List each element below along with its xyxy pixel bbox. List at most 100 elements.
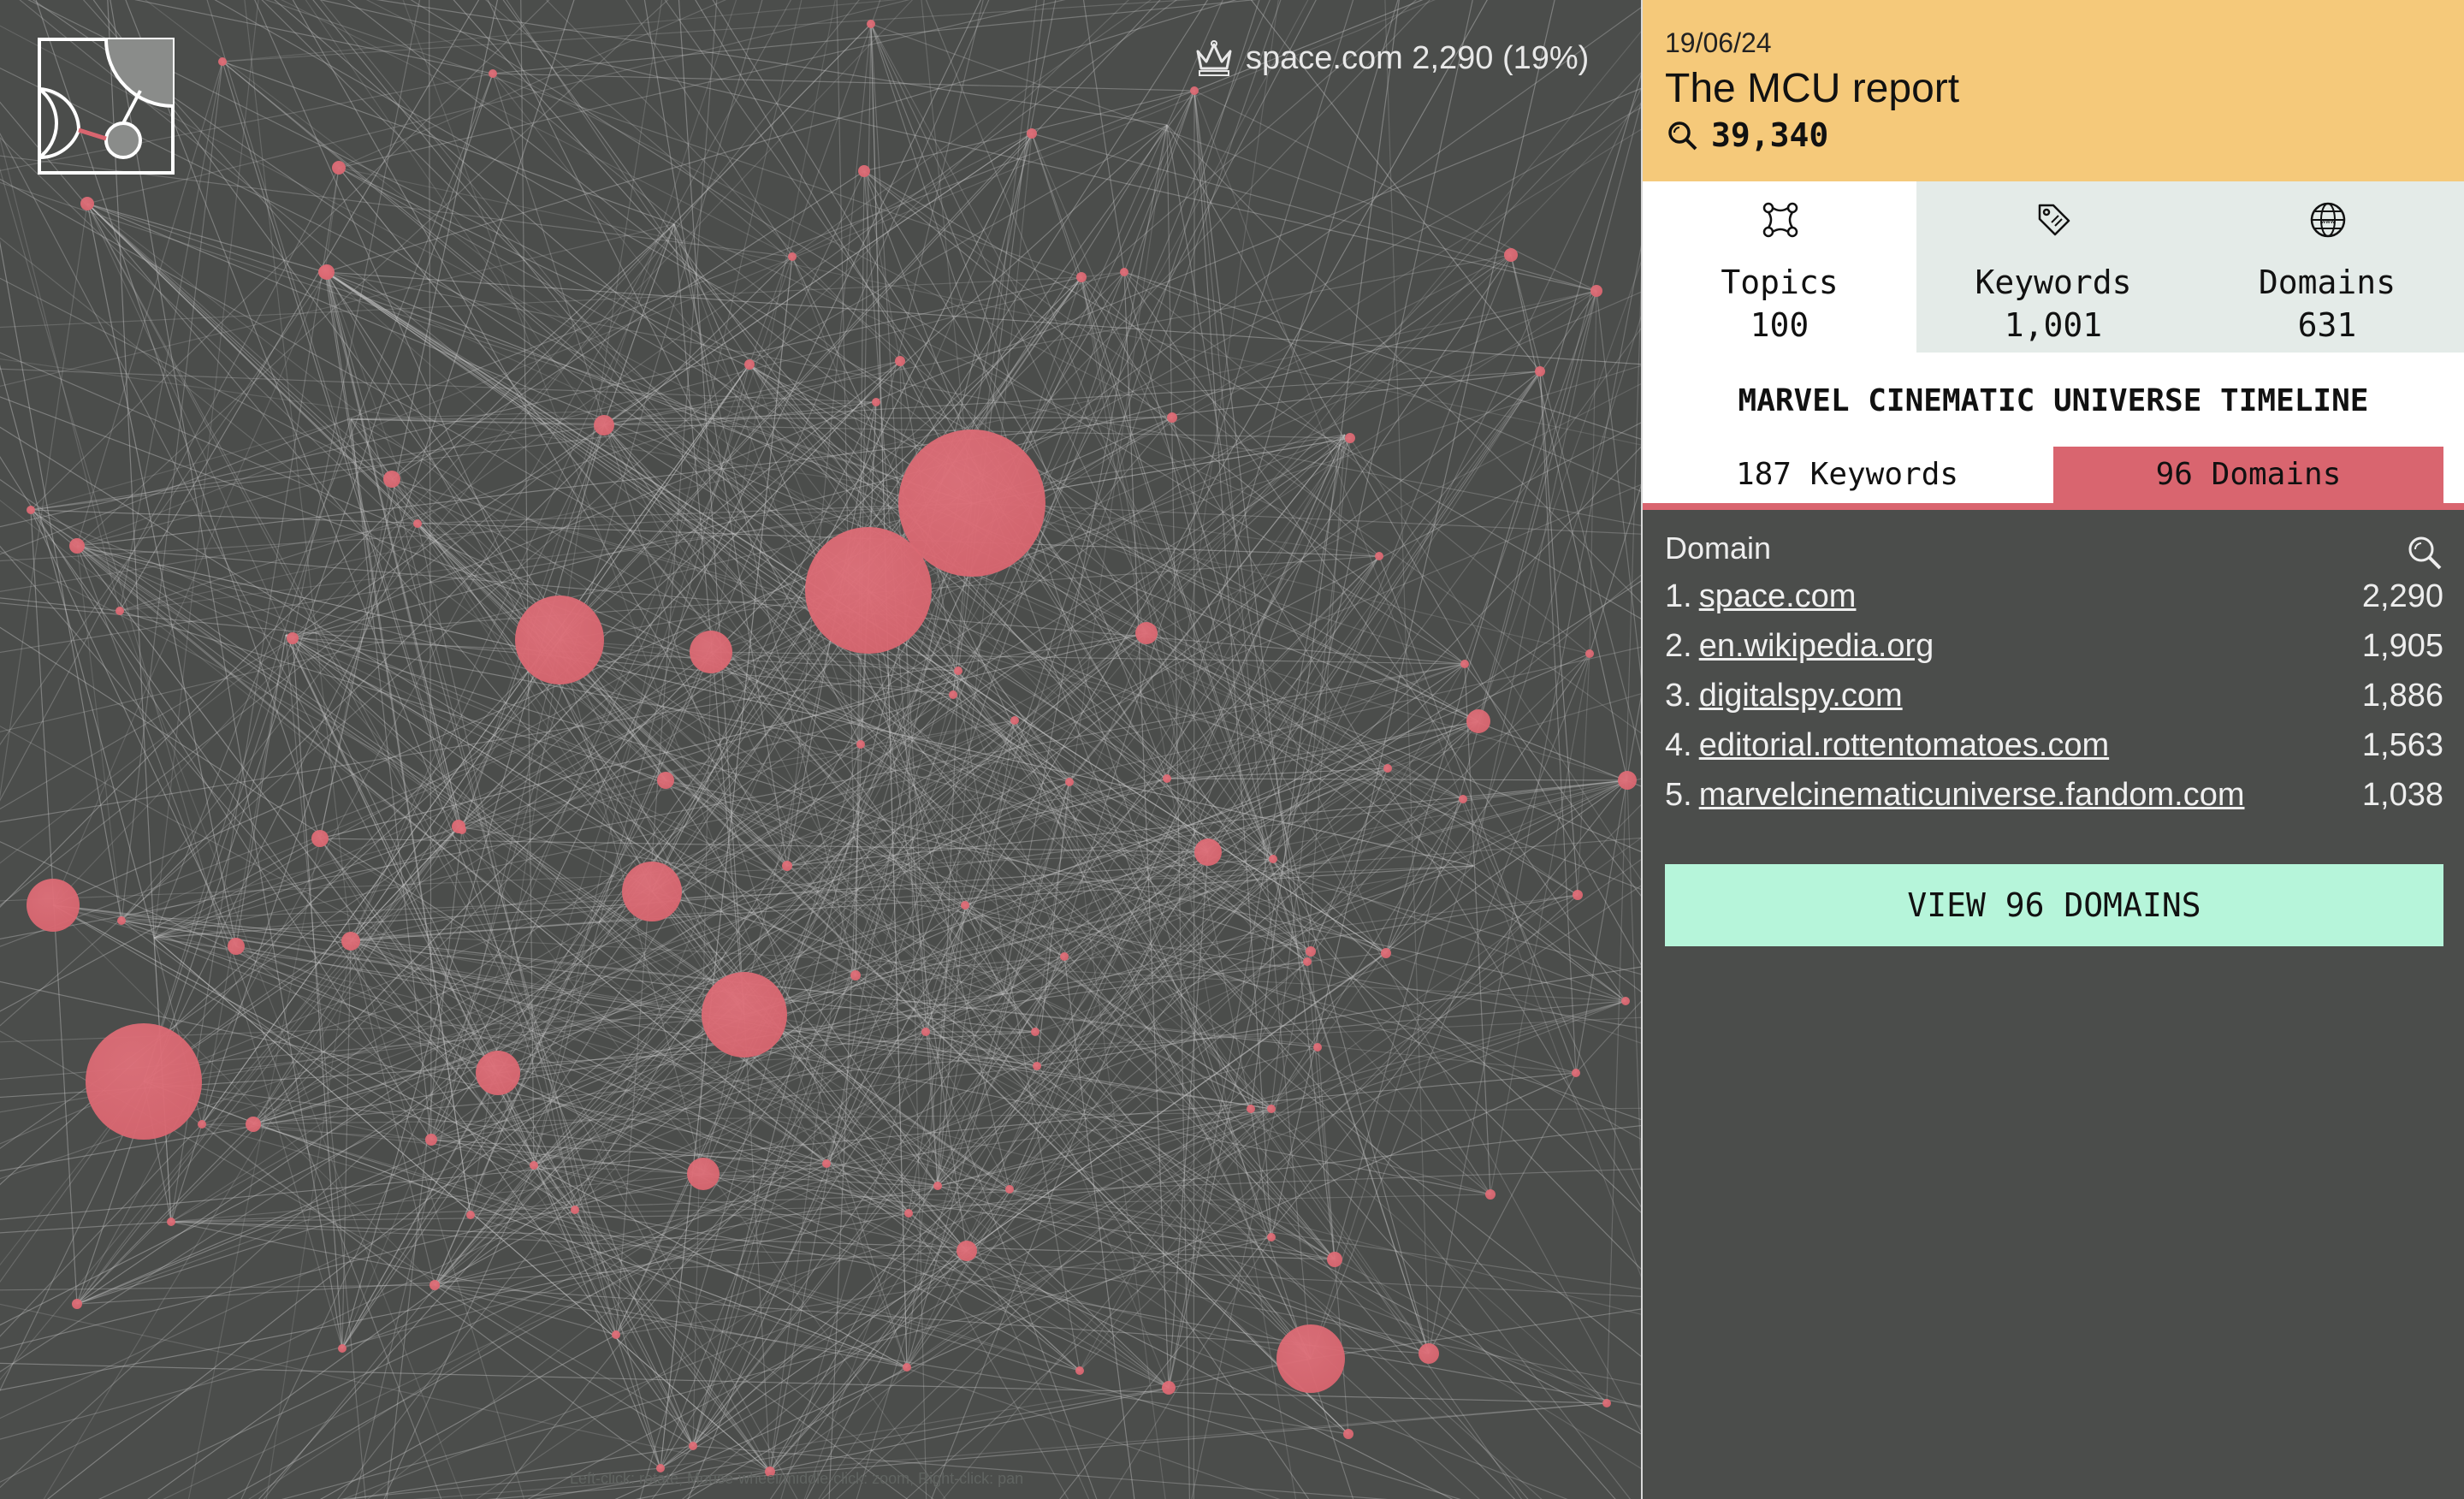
graph-node[interactable] xyxy=(425,1134,437,1146)
graph-node[interactable] xyxy=(594,415,614,435)
graph-node[interactable] xyxy=(1247,1105,1255,1113)
graph-node[interactable] xyxy=(921,1028,930,1036)
graph-node[interactable] xyxy=(1383,764,1392,773)
graph-canvas[interactable] xyxy=(0,0,1641,1499)
graph-node[interactable] xyxy=(1375,552,1383,560)
graph-node[interactable] xyxy=(466,1211,475,1219)
graph-node[interactable] xyxy=(1303,957,1312,966)
tab-keywords[interactable]: Keywords 1,001 xyxy=(1916,181,2190,353)
graph-node[interactable] xyxy=(1572,1069,1580,1077)
graph-node[interactable] xyxy=(622,862,682,921)
graph-node[interactable] xyxy=(702,972,787,1058)
graph-node[interactable] xyxy=(1618,771,1637,790)
graph-node[interactable] xyxy=(1269,855,1277,863)
graph-node[interactable] xyxy=(338,1344,346,1353)
graph-node[interactable] xyxy=(687,1158,720,1190)
graph-node[interactable] xyxy=(1031,1028,1040,1036)
graph-node[interactable] xyxy=(1459,795,1467,803)
graph-node[interactable] xyxy=(319,264,335,280)
graph-node[interactable] xyxy=(1190,86,1199,95)
graph-node[interactable] xyxy=(489,69,497,78)
domain-link[interactable]: en.wikipedia.org xyxy=(1698,628,1934,664)
graph-node[interactable] xyxy=(1276,1324,1345,1393)
graph-node[interactable] xyxy=(856,740,865,749)
graph-node[interactable] xyxy=(1167,412,1177,423)
graph-node[interactable] xyxy=(1194,838,1222,866)
graph-node[interactable] xyxy=(1075,1366,1084,1375)
subtab-keywords[interactable]: 187 Keywords xyxy=(1643,447,2052,503)
graph-node[interactable] xyxy=(116,607,124,615)
graph-node[interactable] xyxy=(1460,660,1469,668)
graph-node[interactable] xyxy=(949,690,957,699)
graph-node[interactable] xyxy=(1005,1185,1014,1194)
graph-node[interactable] xyxy=(957,1241,977,1261)
graph-node[interactable] xyxy=(458,826,466,834)
graph-node[interactable] xyxy=(822,1159,831,1168)
graph-node[interactable] xyxy=(429,1280,440,1290)
graph-node[interactable] xyxy=(383,471,400,488)
view-domains-button[interactable]: VIEW 96 DOMAINS xyxy=(1665,864,2443,946)
graph-node[interactable] xyxy=(895,356,905,366)
graph-node[interactable] xyxy=(1485,1189,1496,1200)
graph-node[interactable] xyxy=(1621,997,1630,1005)
graph-node[interactable] xyxy=(1590,285,1602,297)
graph-node[interactable] xyxy=(903,1363,911,1372)
domain-link[interactable]: digitalspy.com xyxy=(1698,678,1903,714)
graph-node[interactable] xyxy=(218,57,227,66)
graph-node[interactable] xyxy=(1345,433,1355,443)
graph-node[interactable] xyxy=(744,359,755,370)
graph-node[interactable] xyxy=(933,1182,942,1190)
domain-link[interactable]: marvelcinematicuniverse.fandom.com xyxy=(1698,777,2245,813)
graph-node[interactable] xyxy=(690,631,732,673)
graph-node[interactable] xyxy=(287,632,299,644)
graph-node[interactable] xyxy=(1466,709,1490,733)
graph-node[interactable] xyxy=(167,1218,175,1226)
graph-node[interactable] xyxy=(1343,1429,1353,1439)
graph-node[interactable] xyxy=(1065,778,1074,786)
graph-node[interactable] xyxy=(1573,890,1583,900)
graph-node[interactable] xyxy=(311,830,329,847)
graph-node[interactable] xyxy=(69,538,85,554)
graph-node[interactable] xyxy=(904,1209,913,1218)
graph-node[interactable] xyxy=(1060,952,1069,961)
graph-node[interactable] xyxy=(117,916,126,925)
search-icon[interactable] xyxy=(2406,534,2443,572)
graph-node[interactable] xyxy=(1327,1252,1342,1267)
graph-node[interactable] xyxy=(476,1051,520,1095)
graph-node[interactable] xyxy=(246,1117,261,1132)
graph-node[interactable] xyxy=(1313,1043,1322,1052)
graph-node[interactable] xyxy=(1010,716,1019,725)
network-graph[interactable]: space.com 2,290 (19%) Left-click: rotate… xyxy=(0,0,1643,1499)
domain-link[interactable]: space.com xyxy=(1698,578,1857,614)
graph-node[interactable] xyxy=(657,772,674,789)
graph-node[interactable] xyxy=(1120,268,1128,276)
graph-node[interactable] xyxy=(1033,1062,1041,1070)
graph-node[interactable] xyxy=(72,1299,82,1309)
graph-node[interactable] xyxy=(961,901,969,909)
graph-node[interactable] xyxy=(515,595,604,684)
graph-node[interactable] xyxy=(1027,128,1037,139)
tab-domains[interactable]: www Domains 631 xyxy=(2190,181,2464,353)
graph-node[interactable] xyxy=(954,667,962,675)
graph-node[interactable] xyxy=(1076,272,1087,282)
graph-node[interactable] xyxy=(27,879,80,932)
graph-node[interactable] xyxy=(867,20,875,28)
graph-node[interactable] xyxy=(656,1464,665,1472)
subtab-domains[interactable]: 96 Domains xyxy=(2053,447,2443,503)
graph-node[interactable] xyxy=(530,1161,538,1170)
graph-node[interactable] xyxy=(1135,622,1158,644)
graph-node[interactable] xyxy=(850,970,861,981)
graph-node[interactable] xyxy=(198,1120,206,1129)
graph-node[interactable] xyxy=(872,398,880,406)
graph-node[interactable] xyxy=(1419,1343,1439,1364)
graph-node[interactable] xyxy=(413,519,422,528)
graph-node[interactable] xyxy=(571,1206,579,1214)
graph-node[interactable] xyxy=(86,1023,202,1140)
graph-node[interactable] xyxy=(765,1466,775,1477)
graph-node[interactable] xyxy=(228,938,245,955)
graph-node[interactable] xyxy=(1585,649,1594,658)
graph-node[interactable] xyxy=(1162,1381,1176,1395)
graph-node[interactable] xyxy=(898,430,1045,577)
graph-node[interactable] xyxy=(27,506,35,514)
graph-node[interactable] xyxy=(1535,366,1545,376)
